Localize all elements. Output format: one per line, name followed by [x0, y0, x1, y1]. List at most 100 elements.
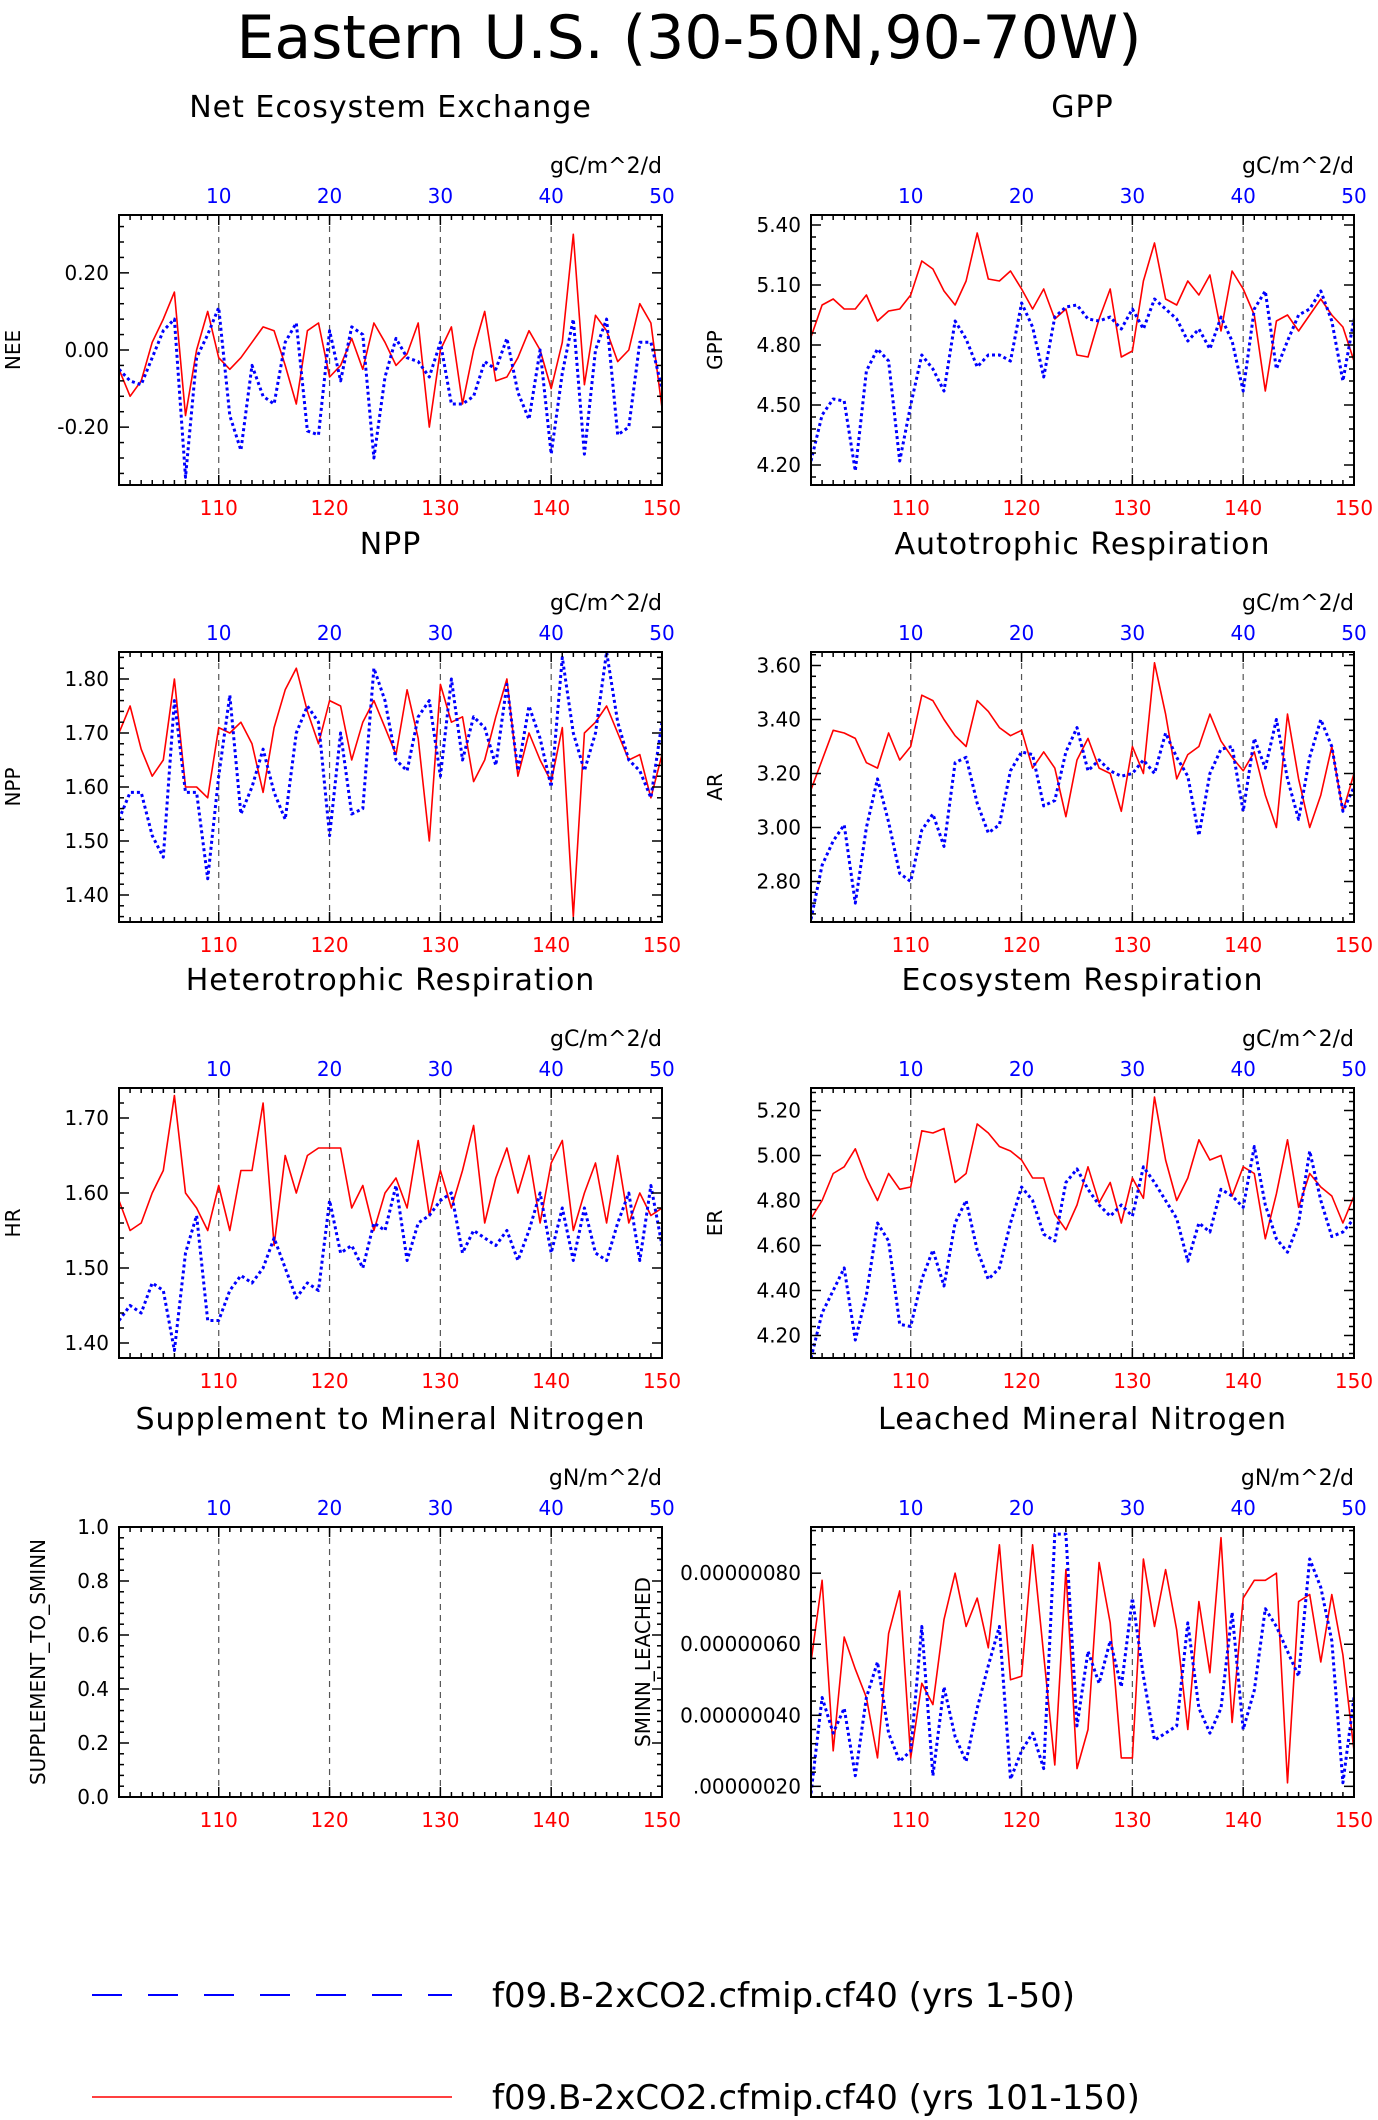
x-tick-label-bottom: 140: [1224, 933, 1262, 957]
x-tick-label-top: 10: [898, 621, 923, 645]
panel-autotrophic-respiration: Autotrophic Respiration gC/m^2/d 110 120 130…: [703, 527, 1373, 957]
x-tick-label-top: 40: [538, 621, 563, 645]
panel-ecosystem-respiration: Ecosystem Respiration gC/m^2/d 110 120 130 14…: [703, 963, 1373, 1393]
plot-frame: [810, 651, 1355, 923]
x-tick-label-bottom: 110: [892, 1808, 930, 1832]
plot-frame: [810, 1087, 1355, 1359]
y-tick-label: 4.60: [756, 1234, 801, 1258]
y-tick-label: 5.10: [756, 273, 801, 297]
x-tick-label-bottom: 150: [643, 496, 681, 520]
x-tick-label-bottom: 150: [643, 1369, 681, 1393]
series-line-blue: [811, 1532, 1354, 1794]
x-tick-label-bottom: 140: [532, 1369, 570, 1393]
series-line-blue: [119, 306, 662, 479]
y-axis-label: ER: [703, 1210, 727, 1237]
x-tick-label-top: 20: [317, 621, 342, 645]
x-tick-label-bottom: 130: [421, 933, 459, 957]
x-tick-label-bottom: 110: [892, 933, 930, 957]
x-tick-label-top: 40: [538, 184, 563, 208]
x-tick-label-bottom: 140: [1224, 1808, 1262, 1832]
y-tick-label: 1.60: [64, 775, 109, 799]
x-tick-label-top: 50: [649, 184, 674, 208]
y-tick-label: 1.50: [64, 1256, 109, 1280]
x-tick-label-top: 30: [428, 184, 453, 208]
panel-title: Ecosystem Respiration: [902, 963, 1264, 998]
x-tick-label-bottom: 130: [1113, 496, 1151, 520]
x-tick-label-top: 30: [1120, 621, 1145, 645]
y-axis-label: SUPPLEMENT_TO_SMINN: [26, 1539, 50, 1785]
x-tick-label-bottom: 110: [892, 1369, 930, 1393]
y-axis-label: SMINN_LEACHED: [631, 1577, 655, 1747]
x-tick-label-top: 30: [1120, 184, 1145, 208]
x-tick-label-top: 20: [1009, 621, 1034, 645]
x-tick-label-top: 50: [1341, 1057, 1366, 1081]
x-tick-label-top: 10: [206, 1057, 231, 1081]
y-axis-label: GPP: [703, 330, 727, 370]
x-tick-label-bottom: 140: [532, 496, 570, 520]
x-tick-label-top: 10: [898, 184, 923, 208]
x-tick-label-bottom: 150: [643, 1808, 681, 1832]
x-tick-label-bottom: 120: [310, 1369, 348, 1393]
x-tick-label-top: 30: [1120, 1496, 1145, 1520]
x-tick-label-top: 10: [206, 184, 231, 208]
x-tick-label-top: 30: [428, 1057, 453, 1081]
x-tick-label-bottom: 130: [421, 1369, 459, 1393]
y-tick-label: 3.60: [756, 654, 801, 678]
x-tick-label-bottom: 110: [892, 496, 930, 520]
panel-title: GPP: [1051, 90, 1113, 125]
y-tick-label: -0.20: [57, 415, 109, 439]
x-tick-label-bottom: 130: [1113, 933, 1151, 957]
x-tick-label-top: 10: [206, 1496, 231, 1520]
panel-leached-mineral-nitrogen: Leached Mineral Nitrogen gN/m^2/d 110 120 13…: [631, 1402, 1373, 1832]
legend-label-yrs-1-50: f09.B-2xCO2.cfmip.cf40 (yrs 1-50): [492, 1976, 1075, 2016]
x-tick-label-bottom: 120: [310, 496, 348, 520]
y-tick-label: 0.4: [77, 1677, 109, 1701]
y-tick-label: .00000020: [693, 1774, 801, 1798]
y-tick-label: 3.40: [756, 708, 801, 732]
units-label: gC/m^2/d: [550, 1027, 662, 1052]
legend-label-yrs-101-150: f09.B-2xCO2.cfmip.cf40 (yrs 101-150): [492, 2078, 1140, 2118]
panel-title: Supplement to Mineral Nitrogen: [136, 1402, 646, 1437]
y-tick-label: 0.6: [77, 1623, 109, 1647]
x-tick-label-top: 40: [538, 1057, 563, 1081]
panels: Net Ecosystem Exchange gC/m^2/d 110 120 130 1…: [1, 90, 1373, 1832]
x-tick-label-bottom: 140: [532, 1808, 570, 1832]
x-tick-label-top: 10: [898, 1496, 923, 1520]
x-tick-label-top: 50: [649, 1057, 674, 1081]
y-axis-label: HR: [1, 1208, 25, 1237]
x-tick-label-top: 20: [1009, 1057, 1034, 1081]
units-label: gC/m^2/d: [1242, 1027, 1354, 1052]
units-label: gC/m^2/d: [1242, 154, 1354, 179]
y-axis-label: AR: [703, 773, 727, 801]
panel-heterotrophic-respiration: Heterotrophic Respiration gC/m^2/d 110 120 1…: [1, 963, 681, 1393]
units-label: gN/m^2/d: [549, 1466, 662, 1491]
panel-title: Net Ecosystem Exchange: [189, 90, 592, 125]
series-line-red: [119, 1094, 662, 1247]
y-tick-label: 1.70: [64, 1106, 109, 1130]
series-line-red: [811, 1536, 1354, 1784]
x-tick-label-bottom: 130: [1113, 1369, 1151, 1393]
y-tick-label: 4.20: [756, 453, 801, 477]
plot-frame: [118, 214, 663, 486]
x-tick-label-bottom: 150: [1335, 1808, 1373, 1832]
x-tick-label-bottom: 150: [1335, 496, 1373, 520]
panel-gpp: GPP gC/m^2/d 110 120 130 140 150 10 20 30 40 50 4.20…: [703, 90, 1373, 520]
legend: f09.B-2xCO2.cfmip.cf40 (yrs 1-50) f09.B-…: [92, 1976, 1140, 2118]
x-tick-label-bottom: 150: [643, 933, 681, 957]
panel-title: Autotrophic Respiration: [894, 527, 1270, 562]
x-tick-label-top: 40: [1230, 621, 1255, 645]
y-tick-label: 4.40: [756, 1279, 801, 1303]
y-tick-label: 0.00000040: [680, 1703, 801, 1727]
y-tick-label: 1.0: [77, 1515, 109, 1539]
x-tick-label-bottom: 150: [1335, 933, 1373, 957]
y-tick-label: 1.50: [64, 829, 109, 853]
y-tick-label: 4.20: [756, 1324, 801, 1348]
x-tick-label-bottom: 120: [1002, 933, 1040, 957]
y-tick-label: 0.0: [77, 1785, 109, 1809]
y-tick-label: 1.40: [64, 883, 109, 907]
series-line-blue: [119, 1184, 662, 1352]
series-line-red: [119, 667, 662, 918]
plot-frame: [118, 1526, 663, 1798]
y-tick-label: 1.80: [64, 667, 109, 691]
x-tick-label-top: 30: [1120, 1057, 1145, 1081]
